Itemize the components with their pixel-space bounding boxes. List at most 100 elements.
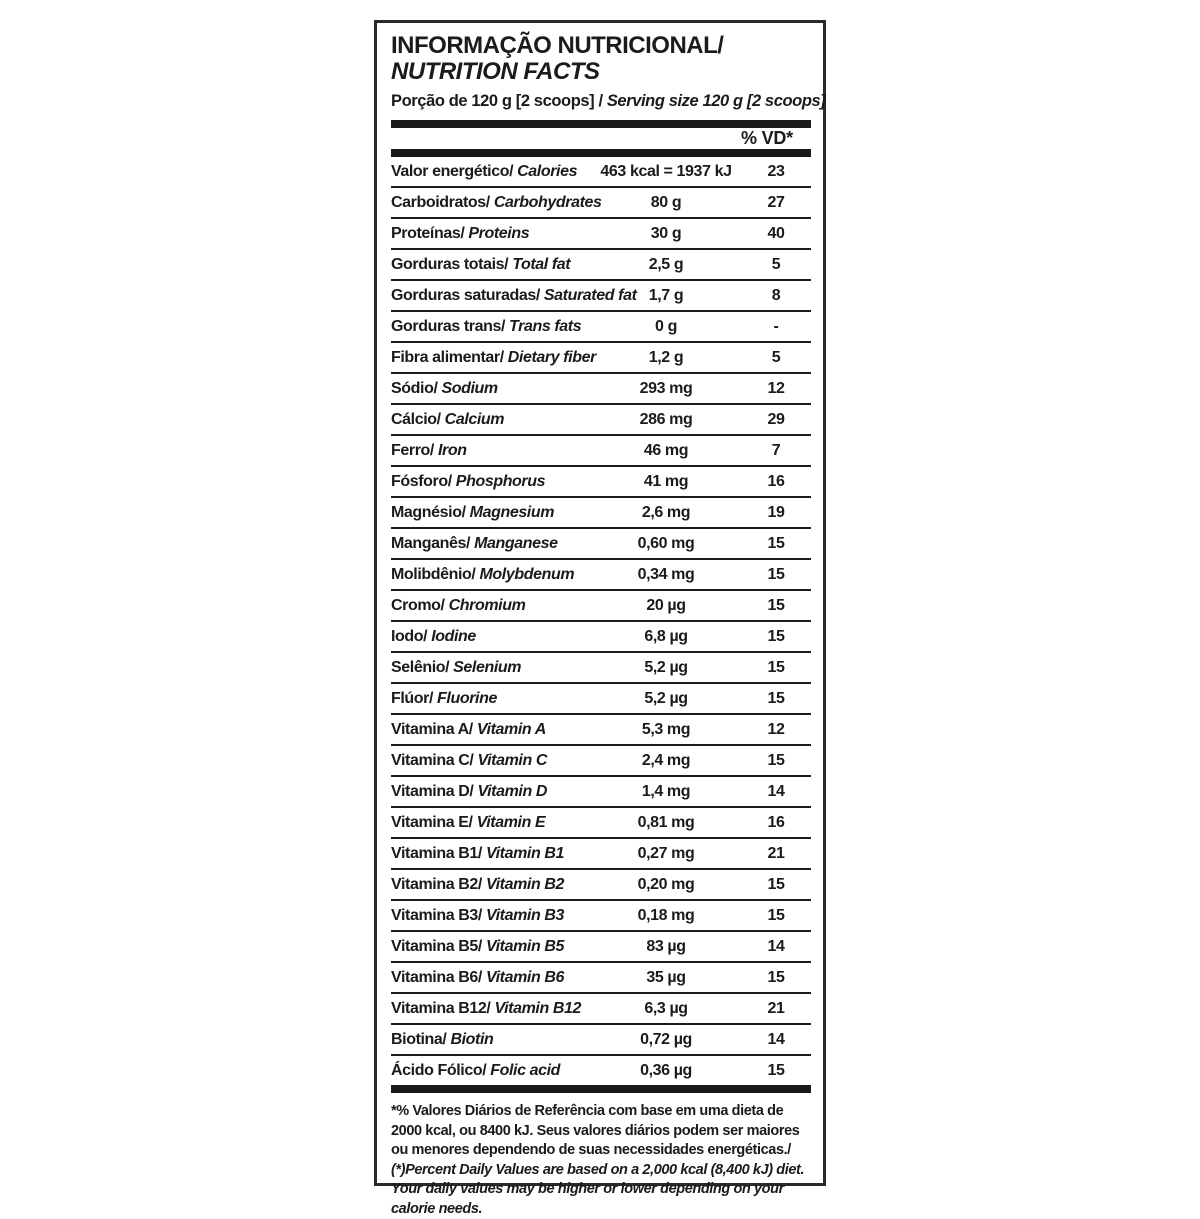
nutrient-value: 0,81 mg (637, 813, 695, 831)
nutrient-value: 30 g (650, 224, 682, 242)
nutrient-name-pt: Vitamina C/ (391, 751, 474, 769)
nutrient-dv: 8 (771, 286, 781, 304)
label-title-pt: INFORMAÇÃO NUTRICIONAL/ (391, 32, 724, 59)
table-row: Biotina/Biotin 0,72 µg 14 (391, 1025, 811, 1056)
nutrient-value: 35 µg (646, 968, 686, 986)
nutrient-name: Cromo/Chromium (391, 597, 591, 615)
nutrition-facts-label: INFORMAÇÃO NUTRICIONAL/ NUTRITION FACTS … (374, 20, 826, 1217)
nutrient-name-en: Vitamin B3 (485, 906, 565, 924)
nutrient-value: 6,8 µg (644, 627, 688, 645)
nutrient-dv: 15 (767, 534, 785, 552)
nutrient-name-en: Manganese (474, 534, 558, 552)
nutrient-name-pt: Cálcio/ (391, 410, 441, 428)
nutrient-name-pt: Vitamina B5/ (391, 937, 482, 955)
nutrient-value: 0,34 mg (637, 565, 695, 583)
nutrient-name-en: Vitamin B6 (485, 968, 565, 986)
nutrient-name: Selênio/Selenium (391, 659, 591, 677)
nutrient-value: 2,4 mg (641, 751, 691, 769)
nutrient-name-pt: Flúor/ (391, 689, 434, 707)
nutrient-value: 0,20 mg (637, 875, 695, 893)
table-row: Vitamina C/Vitamin C 2,4 mg 15 (391, 746, 811, 777)
nutrient-dv: 7 (771, 441, 781, 459)
nutrient-name: Biotina/Biotin (391, 1031, 591, 1049)
table-row: Selênio/Selenium 5,2 µg 15 (391, 653, 811, 684)
label-title-en: NUTRITION FACTS (391, 58, 600, 85)
nutrient-dv: 15 (767, 751, 785, 769)
nutrient-value: 0,36 µg (640, 1061, 692, 1079)
nutrient-value: 0,27 mg (637, 844, 695, 862)
nutrient-name-pt: Gorduras saturadas/ (391, 286, 540, 304)
nutrient-name-pt: Carboidratos/ (391, 193, 490, 211)
nutrient-name-pt: Molibdênio/ (391, 565, 476, 583)
table-row: Gorduras totais/Total fat 2,5 g 5 (391, 250, 811, 281)
table-row: Vitamina B3/Vitamin B3 0,18 mg 15 (391, 901, 811, 932)
nutrient-dv: 12 (767, 379, 785, 397)
nutrient-value: 20 µg (646, 596, 686, 614)
nutrient-name: Fósforo/Phosphorus (391, 473, 591, 491)
nutrient-dv: 14 (767, 782, 785, 800)
table-row: Ácido Fólico/Folic acid 0,36 µg 15 (391, 1056, 811, 1085)
nutrient-name: Sódio/Sodium (391, 380, 591, 398)
nutrient-name-pt: Sódio/ (391, 379, 438, 397)
nutrient-dv: 15 (767, 658, 785, 676)
nutrient-dv: 14 (767, 937, 785, 955)
table-row: Magnésio/Magnesium 2,6 mg 19 (391, 498, 811, 529)
nutrient-value: 5,2 µg (644, 689, 688, 707)
nutrient-name-en: Proteins (468, 224, 530, 242)
nutrient-value: 0 g (655, 317, 677, 335)
table-row: Molibdênio/Molybdenum 0,34 mg 15 (391, 560, 811, 591)
nutrient-name-en: Calories (517, 162, 578, 180)
nutrient-name: Proteínas/Proteins (391, 225, 591, 243)
nutrient-name: Cálcio/Calcium (391, 411, 591, 429)
footnote-en: (*)Percent Daily Values are based on a 2… (391, 1161, 805, 1217)
nutrient-dv: 15 (767, 596, 785, 614)
nutrient-dv: 19 (767, 503, 785, 521)
divider-thick-bottom (391, 1085, 811, 1093)
nutrient-name-pt: Vitamina A/ (391, 720, 473, 738)
nutrient-name-en: Vitamin B2 (485, 875, 565, 893)
nutrient-name-pt: Gorduras totais/ (391, 255, 509, 273)
table-row: Fibra alimentar/Dietary fiber 1,2 g 5 (391, 343, 811, 374)
nutrient-dv: 12 (767, 720, 785, 738)
nutrient-name-pt: Vitamina B12/ (391, 999, 491, 1017)
nutrient-value: 46 mg (643, 441, 689, 459)
nutrient-value: 6,3 µg (644, 999, 688, 1017)
nutrient-name-pt: Magnésio/ (391, 503, 466, 521)
nutrient-dv: 5 (771, 255, 781, 273)
nutrient-value: 0,18 mg (637, 906, 695, 924)
table-row: Iodo/Iodine 6,8 µg 15 (391, 622, 811, 653)
nutrient-name: Gorduras trans/Trans fats (391, 318, 591, 336)
table-row: Proteínas/Proteins 30 g 40 (391, 219, 811, 250)
table-row: Gorduras trans/Trans fats 0 g - (391, 312, 811, 343)
nutrient-name: Vitamina B12/Vitamin B12 (391, 1000, 591, 1018)
nutrient-value: 286 mg (639, 410, 693, 428)
table-row: Vitamina B5/Vitamin B5 83 µg 14 (391, 932, 811, 963)
nutrient-name-en: Vitamin A (476, 720, 546, 738)
nutrient-name: Ácido Fólico/Folic acid (391, 1062, 591, 1080)
nutrient-value: 2,5 g (648, 255, 684, 273)
nutrient-name-en: Folic acid (490, 1061, 561, 1079)
nutrient-name-en: Saturated fat (543, 286, 637, 304)
nutrient-name-en: Molybdenum (479, 565, 575, 583)
table-row: Vitamina D/Vitamin D 1,4 mg 14 (391, 777, 811, 808)
nutrient-name-en: Selenium (453, 658, 522, 676)
nutrient-name-pt: Ferro/ (391, 441, 434, 459)
nutrient-value: 1,7 g (648, 286, 684, 304)
nutrient-name-pt: Iodo/ (391, 627, 428, 645)
nutrient-name-en: Iron (437, 441, 467, 459)
nutrient-dv: 15 (767, 1061, 785, 1079)
nutrient-name: Vitamina B3/Vitamin B3 (391, 907, 591, 925)
nutrient-name-en: Fluorine (437, 689, 497, 707)
nutrient-name: Carboidratos/Carbohydrates (391, 193, 602, 212)
nutrient-name-en: Trans fats (509, 317, 582, 335)
nutrient-name: Fibra alimentar/Dietary fiber (391, 349, 596, 367)
nutrient-dv: 16 (767, 472, 785, 490)
nutrient-dv: 29 (767, 410, 785, 428)
nutrient-name-pt: Vitamina D/ (391, 782, 474, 800)
nutrient-value: 83 µg (646, 937, 686, 955)
nutrient-value: 5,3 mg (641, 720, 691, 738)
nutrient-value: 1,2 g (648, 348, 684, 366)
nutrient-name: Manganês/Manganese (391, 535, 591, 553)
table-row: Valor energético/Calories 463 kcal = 193… (391, 157, 811, 188)
nutrient-name-pt: Vitamina E/ (391, 813, 473, 831)
